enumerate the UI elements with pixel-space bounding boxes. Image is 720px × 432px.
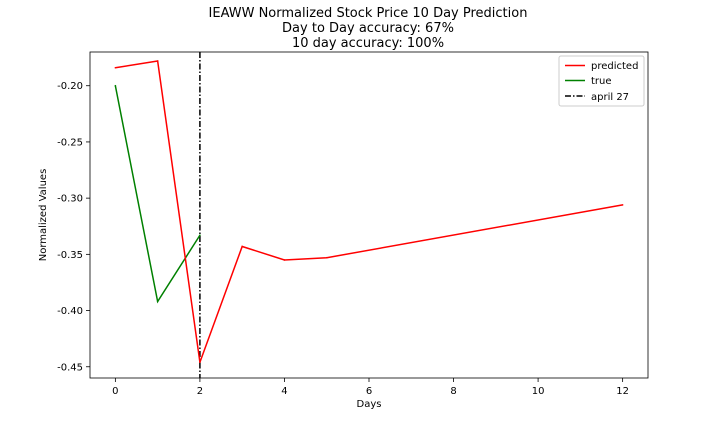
x-tick-label: 0: [112, 386, 118, 397]
chart-title-line-3: 10 day accuracy: 100%: [292, 36, 444, 51]
x-tick-label: 6: [366, 386, 372, 397]
x-axis-ticks: 0 2 4 6 8 10 12: [112, 378, 629, 397]
data-point-true: [114, 84, 117, 87]
y-tick-label: -0.20: [57, 81, 83, 92]
x-tick-label: 10: [532, 386, 545, 397]
data-point-predicted: [114, 66, 117, 69]
x-tick-label: 4: [281, 386, 287, 397]
data-point-predicted: [283, 259, 286, 261]
y-axis-ticks: -0.20 -0.25 -0.30 -0.35 -0.40 -0.45: [57, 81, 90, 373]
x-tick-label: 8: [450, 386, 456, 397]
x-axis-label: Days: [357, 399, 382, 410]
y-axis-label: Normalized Values: [38, 169, 49, 262]
x-tick-label: 2: [197, 386, 203, 397]
legend-label-april-27: april 27: [591, 92, 629, 103]
data-point-predicted: [325, 256, 328, 259]
plot-area: [114, 52, 624, 378]
y-tick-label: -0.45: [57, 362, 83, 373]
y-tick-label: -0.30: [57, 194, 83, 205]
y-tick-label: -0.40: [57, 306, 83, 317]
data-point-true: [199, 234, 201, 237]
data-point-true: [156, 300, 159, 303]
data-point-predicted: [156, 60, 159, 62]
chart-title-line-2: Day to Day accuracy: 67%: [282, 21, 454, 36]
legend-box: [558, 55, 645, 107]
chart-title-line-1: IEAWW Normalized Stock Price 10 Day Pred…: [209, 6, 528, 21]
legend-label-true: true: [591, 76, 612, 87]
data-point-predicted: [241, 245, 243, 248]
legend: predicted true april 27: [558, 55, 645, 107]
x-tick-label: 12: [616, 386, 629, 397]
legend-label-predicted: predicted: [591, 61, 638, 72]
data-point-predicted: [621, 204, 624, 206]
y-tick-label: -0.25: [57, 137, 83, 148]
data-point-predicted: [199, 361, 201, 364]
y-tick-label: -0.35: [57, 250, 83, 261]
